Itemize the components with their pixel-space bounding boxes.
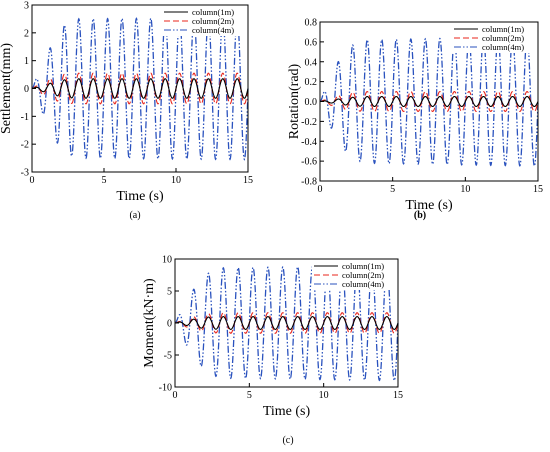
y-tick-label: -0.6 — [301, 157, 317, 168]
y-tick-label: 0.0 — [305, 97, 318, 108]
x-tick-label: 10 — [460, 184, 470, 195]
x-tick-label: 0 — [30, 175, 35, 186]
legend-label: column(1m) — [192, 7, 234, 17]
x-axis-title: Time (s) — [405, 198, 453, 213]
x-tick-label: 15 — [243, 175, 253, 186]
series-line-column1m — [320, 95, 539, 108]
x-tick-label: 15 — [393, 390, 403, 401]
series-line-column1m — [31, 78, 249, 99]
y-tick-label: -10 — [159, 383, 172, 394]
x-tick-label: 5 — [247, 390, 252, 401]
y-tick-label: 0 — [167, 319, 172, 330]
panel-label-a: (a) — [129, 210, 140, 221]
legend-label: column(1m) — [482, 24, 524, 34]
y-tick-label: 0 — [24, 84, 29, 95]
legend-label: column(4m) — [192, 25, 234, 35]
legend-label: column(1m) — [342, 261, 384, 271]
legend-label: column(2m) — [482, 33, 524, 43]
chart-panel-a: 0 5 10 15 -3 -2 -1 0 1 2 3 Time (s) Settlement(mm) co… — [0, 1, 253, 205]
chart-panel-b: 0 5 10 15 -0.8 -0.6 -0.4 -0.2 0.0 0.2 0.4 0.6 0.8 Tim… — [287, 18, 543, 214]
y-tick-label: -1 — [21, 112, 29, 123]
x-tick-label: 5 — [102, 175, 107, 186]
x-axis-title: Time (s) — [263, 404, 311, 419]
y-axis-title: Moment(kN·m) — [142, 278, 157, 368]
x-tick-label: 5 — [390, 184, 395, 195]
y-tick-label: 3 — [24, 1, 29, 12]
panel-label-b: (b) — [414, 210, 426, 221]
y-tick-label: 0.2 — [305, 77, 318, 88]
y-axis-title: Settlement(mm) — [0, 43, 14, 134]
series-line-column1m — [174, 316, 399, 330]
y-tick-label: -0.8 — [301, 177, 317, 188]
panel-label-c: (c) — [282, 435, 293, 446]
y-tick-label: 2 — [24, 28, 29, 39]
y-tick-label: -5 — [164, 351, 172, 362]
y-tick-label: 5 — [167, 287, 172, 298]
legend-label: column(2m) — [342, 270, 384, 280]
y-axis-title: Rotation(rad) — [287, 63, 302, 139]
legend-label: column(2m) — [192, 16, 234, 26]
x-tick-label: 15 — [533, 184, 543, 195]
y-tick-label: 10 — [162, 255, 172, 266]
x-tick-label: 0 — [173, 390, 178, 401]
legend-label: column(4m) — [342, 279, 384, 289]
x-tick-label: 0 — [318, 184, 323, 195]
y-tick-label: 0.8 — [305, 18, 318, 29]
legend-label: column(4m) — [482, 42, 524, 52]
chart-panel-c: 0 5 10 15 -10 -5 0 5 10 Time (s) Moment(kN·m) colum… — [142, 255, 403, 420]
y-tick-label: -0.4 — [301, 137, 317, 148]
y-tick-label: 0.4 — [305, 57, 318, 68]
x-axis-title: Time (s) — [116, 189, 164, 204]
y-tick-label: -3 — [21, 168, 29, 179]
x-tick-label: 10 — [319, 390, 329, 401]
y-tick-label: 0.6 — [305, 37, 318, 48]
y-tick-label: -2 — [21, 140, 29, 151]
x-tick-label: 10 — [171, 175, 181, 186]
y-tick-label: -0.2 — [301, 117, 317, 128]
y-tick-label: 1 — [24, 56, 29, 67]
